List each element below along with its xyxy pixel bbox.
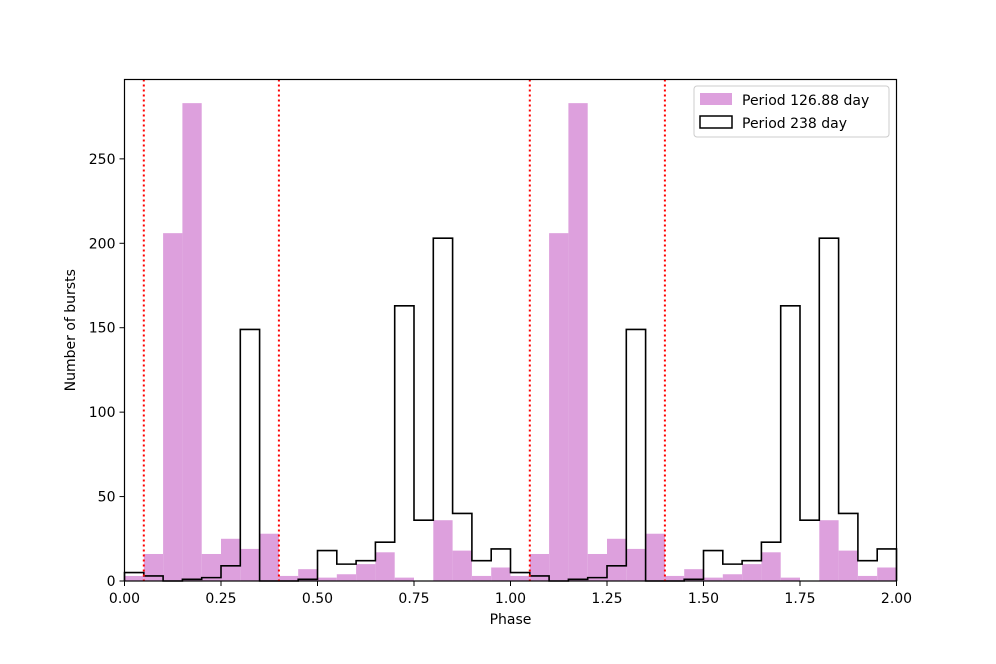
- bar-period-126-88: [587, 553, 607, 581]
- series-period-126-88-bars: [124, 103, 897, 581]
- bar-period-126-88: [433, 520, 453, 581]
- bar-period-126-88: [549, 233, 569, 581]
- bar-period-126-88: [510, 575, 530, 581]
- bar-period-126-88: [452, 550, 472, 581]
- x-tick-label: 0.00: [109, 591, 140, 607]
- legend-label-period-238: Period 238 day: [742, 116, 847, 132]
- y-tick-label: 50: [98, 490, 116, 506]
- series-period-238-step: [123, 237, 898, 582]
- x-axis-ticks: 0.00 0.25 0.50 0.75 1.00 1.25 1.50 1.75 2.00: [109, 581, 912, 607]
- bar-period-126-88: [298, 569, 318, 581]
- bar-period-126-88: [568, 103, 588, 581]
- bar-period-126-88: [857, 575, 878, 581]
- y-axis-ticks: 0 50 100 150 200 250: [89, 152, 125, 590]
- bar-period-126-88: [819, 520, 839, 581]
- bar-period-126-88: [317, 577, 337, 581]
- bar-period-126-88: [838, 550, 858, 581]
- step-line-period-238: [123, 237, 898, 582]
- x-tick-label: 1.25: [591, 591, 622, 607]
- x-tick-label: 0.50: [302, 591, 333, 607]
- y-tick-label: 150: [89, 321, 116, 337]
- bar-period-126-88: [240, 548, 260, 581]
- bar-period-126-88: [182, 103, 202, 581]
- y-tick-label: 0: [107, 574, 116, 590]
- bar-period-126-88: [471, 575, 492, 581]
- bar-period-126-88: [491, 567, 511, 581]
- x-tick-label: 0.25: [205, 591, 236, 607]
- bar-period-126-88: [780, 577, 800, 581]
- bar-period-126-88: [684, 569, 704, 581]
- bar-period-126-88: [607, 538, 627, 581]
- y-tick-label: 250: [89, 152, 116, 168]
- legend-box: [693, 85, 890, 138]
- phase-boundary-lines: [142, 79, 666, 581]
- legend-swatch-period-238: [699, 115, 733, 129]
- bar-period-126-88: [375, 552, 395, 581]
- bar-period-126-88: [742, 564, 762, 581]
- x-axis-label: Phase: [490, 612, 532, 628]
- bar-period-126-88: [201, 553, 221, 581]
- bar-period-126-88: [394, 577, 414, 581]
- bar-period-126-88: [722, 574, 743, 581]
- bar-period-126-88: [356, 564, 376, 581]
- bar-period-126-88: [221, 538, 241, 581]
- y-axis-label: Number of bursts: [63, 269, 79, 391]
- bar-period-126-88: [761, 552, 781, 581]
- x-tick-label: 1.50: [688, 591, 719, 607]
- bar-period-126-88: [645, 533, 665, 581]
- legend-label-period-126-88: Period 126.88 day: [742, 93, 869, 109]
- x-tick-label: 1.75: [784, 591, 815, 607]
- x-tick-label: 2.00: [881, 591, 912, 607]
- bar-period-126-88: [664, 575, 685, 581]
- bar-period-126-88: [163, 233, 183, 581]
- bar-period-126-88: [336, 574, 357, 581]
- bar-period-126-88: [529, 553, 550, 581]
- bar-period-126-88: [143, 553, 164, 581]
- x-tick-label: 0.75: [398, 591, 429, 607]
- legend-swatch-period-126-88: [700, 93, 732, 105]
- bar-period-126-88: [703, 577, 723, 581]
- bar-period-126-88: [626, 548, 646, 581]
- legend: Period 126.88 day Period 238 day: [693, 85, 890, 138]
- y-tick-label: 100: [89, 405, 116, 421]
- bar-period-126-88: [877, 567, 897, 581]
- x-tick-label: 1.00: [495, 591, 526, 607]
- bar-period-126-88: [259, 533, 279, 581]
- bar-period-126-88: [124, 575, 144, 581]
- bar-period-126-88: [278, 575, 299, 581]
- y-tick-label: 200: [89, 236, 116, 252]
